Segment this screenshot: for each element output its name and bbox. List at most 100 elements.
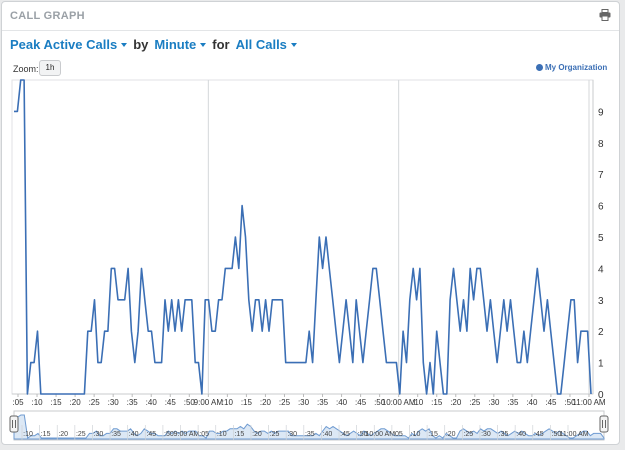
x-tick-label: :35: [317, 398, 329, 407]
by-label: by: [133, 37, 149, 52]
navigator-tick-label: :25: [463, 431, 473, 438]
x-tick-label: :30: [108, 398, 120, 407]
graph-controls: Peak Active Calls by Minute for All Calls: [10, 37, 297, 52]
x-tick-label: :30: [298, 398, 310, 407]
y-tick-label: 4: [598, 264, 604, 275]
scope-dropdown[interactable]: All Calls: [236, 37, 297, 52]
zoom-label: Zoom:: [13, 64, 39, 74]
navigator-tick-label: :10: [217, 431, 227, 438]
navigator-tick-label: :15: [41, 431, 51, 438]
navigator-tick-label: :45: [340, 431, 350, 438]
x-tick-label: :10: [412, 398, 424, 407]
x-tick-label: :50: [184, 398, 196, 407]
legend-label: My Organization: [545, 63, 608, 72]
y-tick-label: 0: [598, 390, 604, 401]
x-tick-label: :50: [564, 398, 576, 407]
x-tick-label: :10: [222, 398, 234, 407]
legend-item-my-organization[interactable]: My Organization: [536, 63, 607, 72]
navigator-tick-label: :20: [58, 431, 68, 438]
x-tick-label: :20: [70, 398, 82, 407]
y-tick-label: 2: [598, 327, 604, 338]
navigator-tick-label: :10: [23, 431, 33, 438]
y-tick-label: 6: [598, 202, 604, 213]
navigator-tick-label: :05: [393, 431, 403, 438]
x-tick-label: :25: [279, 398, 291, 407]
x-tick-label: :45: [165, 398, 177, 407]
x-tick-label: :45: [545, 398, 557, 407]
navigator-tick-label: :40: [129, 431, 139, 438]
panel-title: CALL GRAPH: [10, 10, 85, 22]
navigator-tick-label: :40: [516, 431, 526, 438]
navigator-tick-label: :05: [199, 431, 209, 438]
plot-area: [11, 79, 594, 395]
call-graph-panel: CALL GRAPH Peak Active Calls by Minute for A…: [1, 1, 620, 445]
y-tick-label: 5: [598, 233, 604, 244]
navigator-tick-label: :30: [94, 431, 104, 438]
legend-dot: [536, 64, 543, 71]
x-tick-label: :05: [12, 398, 24, 407]
panel-header: CALL GRAPH: [2, 2, 619, 31]
navigator-tick-label: :40: [323, 431, 333, 438]
navigator-tick-label: :30: [287, 431, 297, 438]
x-tick-label: :15: [51, 398, 63, 407]
x-tick-label: :20: [450, 398, 462, 407]
navigator-tick-label: :45: [534, 431, 544, 438]
x-tick-label: 11:00 AM: [572, 398, 606, 407]
navigator-series: [13, 414, 605, 440]
navigator-tick-label: :50: [358, 431, 368, 438]
navigator-tick-label: :25: [270, 431, 280, 438]
navigator-tick-label: :50: [552, 431, 562, 438]
scope-label: All Calls: [235, 37, 287, 52]
navigator-tick-label: :30: [481, 431, 491, 438]
chevron-down-icon: [121, 42, 128, 47]
zoom-1h-button[interactable]: 1h: [39, 60, 61, 76]
x-tick-label: :15: [431, 398, 443, 407]
x-tick-label: :40: [526, 398, 538, 407]
navigator-tick-label: :20: [252, 431, 262, 438]
x-tick-label: :40: [146, 398, 158, 407]
navigator-right-handle[interactable]: [599, 415, 609, 433]
y-tick-label: 7: [598, 170, 604, 181]
navigator-tick-label: 9:00 AM: [174, 431, 200, 438]
x-tick-label: 9:00 AM: [194, 398, 224, 407]
series-line-my-organization: [14, 79, 592, 395]
metric-label: Peak Active Calls: [10, 37, 118, 52]
navigator-tick-label: 11:00 AM: [559, 431, 588, 438]
navigator-tick-label: :35: [305, 431, 315, 438]
x-tick-label: 10:00 AM: [382, 398, 416, 407]
x-tick-label: :20: [260, 398, 272, 407]
print-icon[interactable]: [599, 9, 611, 21]
x-tick-label: :30: [488, 398, 500, 407]
chevron-down-icon: [290, 42, 297, 47]
x-tick-label: :45: [355, 398, 367, 407]
y-tick-label: 3: [598, 296, 604, 307]
x-tick-label: :25: [89, 398, 101, 407]
navigator-tick-label: :45: [146, 431, 156, 438]
navigator-left-handle[interactable]: [9, 415, 19, 433]
x-tick-label: :15: [241, 398, 253, 407]
for-label: for: [212, 37, 230, 52]
interval-dropdown[interactable]: Minute: [154, 37, 207, 52]
x-tick-label: :35: [507, 398, 519, 407]
x-tick-label: :50: [374, 398, 386, 407]
navigator-tick-label: :10: [411, 431, 421, 438]
navigator-tick-label: :15: [234, 431, 244, 438]
navigator-tick-label: :35: [111, 431, 121, 438]
navigator-tick-label: :35: [499, 431, 509, 438]
y-tick-label: 8: [598, 139, 604, 150]
navigator-tick-label: :25: [76, 431, 86, 438]
navigator-tick-label: 10:00 AM: [365, 431, 395, 438]
interval-label: Minute: [154, 37, 197, 52]
chevron-down-icon: [200, 42, 207, 47]
navigator-tick-label: :50: [164, 431, 174, 438]
x-tick-label: :35: [127, 398, 139, 407]
y-tick-label: 9: [598, 107, 604, 118]
navigator-tick-label: :15: [428, 431, 438, 438]
x-tick-label: :10: [31, 398, 43, 407]
x-tick-label: :40: [336, 398, 348, 407]
x-tick-label: :25: [469, 398, 481, 407]
navigator-tick-label: :20: [446, 431, 456, 438]
y-tick-label: 1: [598, 359, 604, 370]
metric-dropdown[interactable]: Peak Active Calls: [10, 37, 128, 52]
